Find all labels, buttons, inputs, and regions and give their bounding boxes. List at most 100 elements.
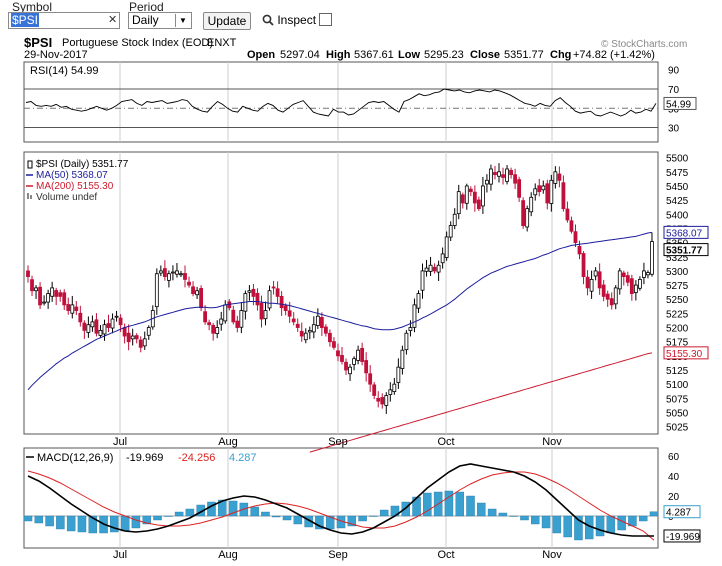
- candle: [146, 325, 151, 340]
- candle-body: [46, 293, 51, 303]
- candle-body: [126, 332, 131, 343]
- candle: [493, 165, 497, 180]
- symbol-input[interactable]: $PSI: [8, 12, 120, 29]
- symbol-label: Symbol: [12, 0, 53, 14]
- candle-body: [38, 286, 42, 306]
- candle-body: [356, 349, 361, 361]
- candle: [646, 270, 650, 279]
- candle-body: [259, 302, 264, 320]
- candle-body: [271, 286, 276, 289]
- candle: [328, 329, 332, 347]
- candle-body: [239, 310, 244, 328]
- candle-body: [581, 253, 586, 277]
- candle: [251, 283, 256, 306]
- candle-body: [82, 322, 87, 331]
- candle: [183, 265, 187, 288]
- candle: [368, 365, 373, 392]
- candle-body: [279, 295, 284, 309]
- candle-body: [62, 292, 67, 306]
- macd-histogram-bar: [261, 511, 270, 517]
- candle-body: [372, 384, 377, 396]
- candle-body: [86, 324, 91, 333]
- rsi-last-value-box: [663, 96, 697, 110]
- candle: [166, 270, 171, 288]
- macd-histogram-bar: [617, 515, 626, 531]
- candle-body: [26, 270, 30, 277]
- macd-histogram-bar: [142, 515, 151, 525]
- clear-icon[interactable]: ✕: [108, 14, 118, 26]
- price-tick-label: 5225: [666, 309, 689, 320]
- candle: [642, 262, 646, 285]
- inspect-checkbox[interactable]: [319, 13, 333, 26]
- candle: [372, 382, 377, 400]
- candle: [380, 393, 385, 409]
- candle-body: [175, 270, 179, 275]
- candle: [279, 291, 284, 316]
- candle-body: [509, 169, 513, 176]
- candle: [295, 318, 300, 332]
- price-tick-label: 5050: [666, 408, 689, 419]
- candle: [195, 286, 199, 299]
- inspect-toggle[interactable]: Inspect: [262, 13, 333, 27]
- price-tick-label: 5100: [666, 380, 689, 391]
- candle: [480, 176, 485, 214]
- candle: [360, 342, 365, 366]
- candle: [408, 320, 413, 337]
- x-tick-label: Oct: [437, 436, 454, 448]
- close-last-value-box: [663, 243, 709, 257]
- candle: [203, 305, 208, 325]
- candle: [26, 265, 30, 283]
- close-value: 5351.77: [504, 49, 544, 61]
- candle: [348, 364, 352, 381]
- macd-histogram-bar: [477, 502, 486, 517]
- candle-body: [565, 208, 570, 221]
- candle-body: [211, 324, 216, 334]
- candle: [569, 216, 574, 234]
- price-tick-label: 5325: [666, 253, 689, 264]
- macd-histogram-bar: [379, 509, 389, 517]
- price-tick-label: 5450: [666, 182, 689, 193]
- candle: [78, 305, 83, 327]
- macd-last-value-box: [663, 529, 701, 543]
- candle: [130, 328, 135, 346]
- macd-histogram-bar: [423, 492, 432, 517]
- candle: [505, 165, 509, 185]
- macd-histogram-bar: [315, 515, 324, 530]
- candle: [90, 315, 95, 332]
- candle-body: [247, 290, 252, 293]
- candle: [533, 183, 538, 201]
- update-button[interactable]: Update: [203, 12, 251, 30]
- candle: [476, 196, 481, 211]
- candle: [617, 268, 622, 295]
- price-tick-label: 5300: [666, 267, 689, 278]
- candle: [122, 323, 127, 344]
- candle: [30, 275, 34, 297]
- macd-histogram-bar: [552, 515, 562, 534]
- candle-body: [223, 304, 228, 322]
- candle: [82, 320, 87, 339]
- candle: [593, 267, 598, 281]
- period-select[interactable]: Daily ▼: [128, 12, 192, 29]
- candle-body: [541, 185, 546, 191]
- macd-histogram-bar: [66, 515, 76, 532]
- candle-body: [344, 361, 348, 371]
- candle: [114, 310, 119, 322]
- candle: [537, 178, 542, 197]
- price-tick-label: 5475: [666, 168, 689, 179]
- x-tick-label: Sep: [328, 436, 348, 448]
- candle-body: [110, 318, 115, 329]
- candle-body: [617, 270, 622, 290]
- candle-body: [557, 173, 562, 181]
- candle: [501, 167, 505, 185]
- candle: [585, 270, 590, 296]
- price-legend: $PSI (Daily) 5351.77 MA(50) 5368.07 MA(2…: [26, 159, 129, 203]
- candle-body: [388, 389, 393, 395]
- candle: [629, 274, 634, 301]
- macd-histogram-bar: [325, 515, 335, 530]
- x-tick-label: Aug: [218, 436, 238, 448]
- rsi-panel-frame: [23, 61, 659, 143]
- candle-body: [533, 188, 538, 196]
- candle: [315, 308, 320, 330]
- candle: [525, 205, 530, 232]
- symbol-input-value: $PSI: [11, 13, 40, 27]
